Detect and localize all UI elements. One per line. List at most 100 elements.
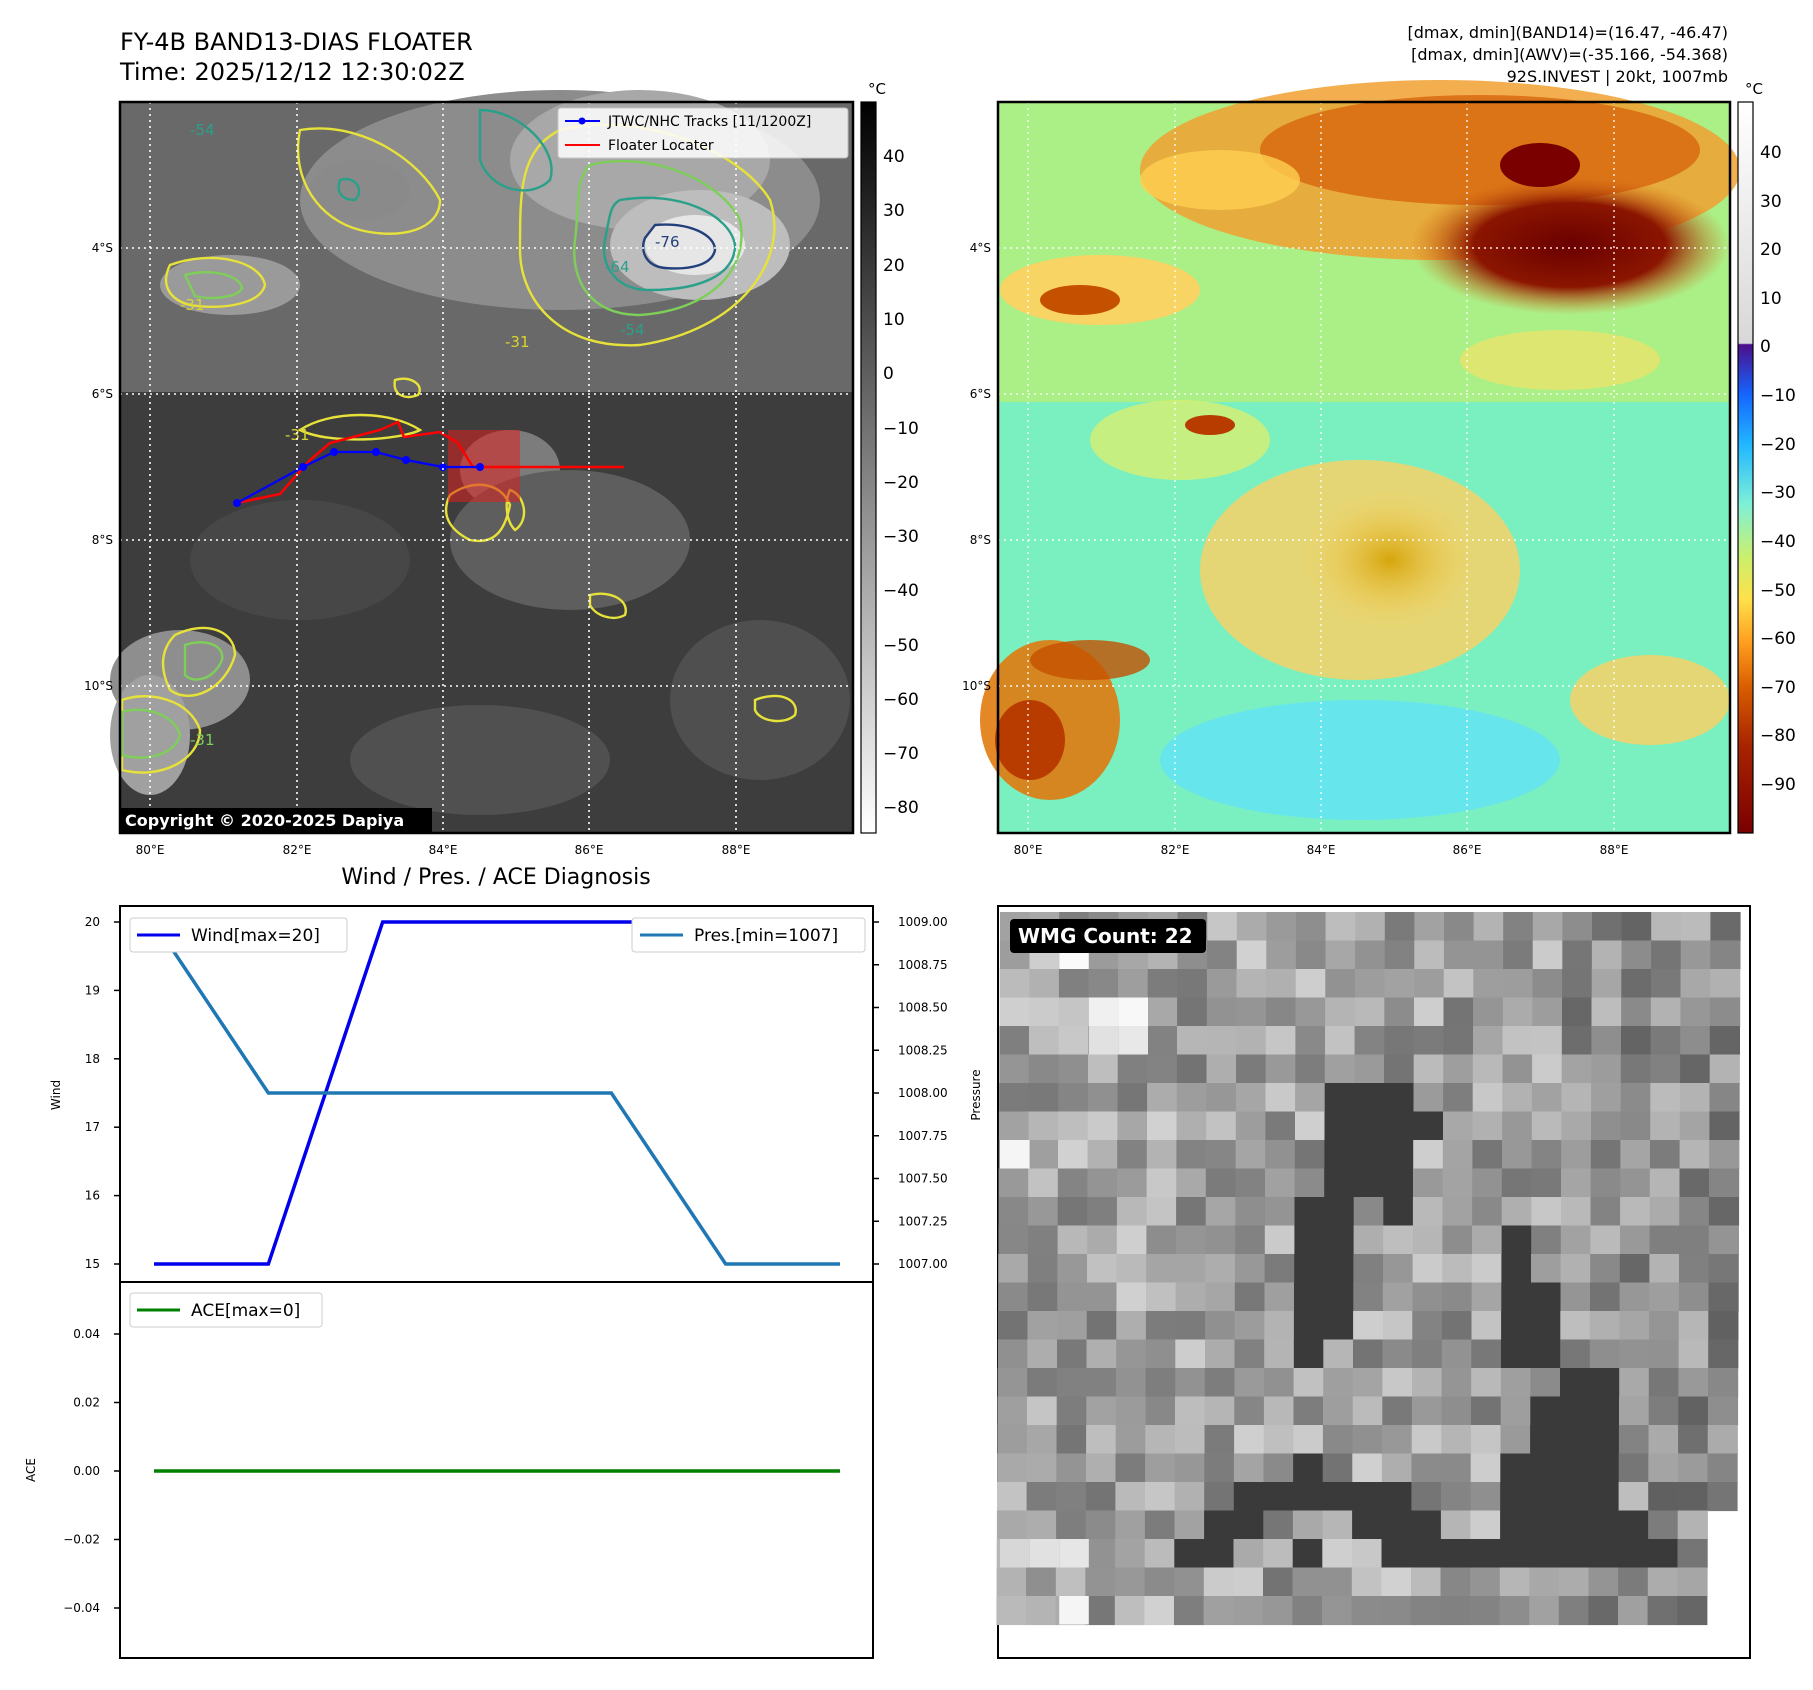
color-colorbar-ticks: 40 30 20 10 0 −10 −20 −30 −40 −50 −60 −7… bbox=[1760, 143, 1796, 795]
wmg-cell bbox=[1233, 1567, 1264, 1597]
wmg-cell bbox=[1325, 940, 1356, 970]
contour-label-76: -76 bbox=[655, 233, 680, 251]
wmg-cell bbox=[1175, 1396, 1206, 1426]
wmg-cell bbox=[1649, 1339, 1680, 1369]
wmg-cell bbox=[1292, 1567, 1323, 1597]
diagnosis-title: Wind / Pres. / ACE Diagnosis bbox=[341, 865, 650, 890]
wmg-cell bbox=[1618, 1453, 1649, 1483]
wmg-cell bbox=[1087, 1111, 1118, 1141]
wmg-cell bbox=[1292, 1539, 1323, 1569]
wmg-cell bbox=[1679, 1197, 1710, 1227]
wmg-cell bbox=[1353, 1225, 1384, 1255]
wmg-cell bbox=[1056, 1396, 1087, 1426]
wmg-cell bbox=[1708, 1368, 1739, 1398]
lat-label-4s: 4°S bbox=[92, 241, 113, 255]
wmg-cell bbox=[1708, 1282, 1739, 1312]
wmg-cell bbox=[1618, 1425, 1650, 1455]
wmg-cell bbox=[1530, 1425, 1561, 1455]
wv-map-axis-labels: 4°S 6°S 8°S 10°S 80°E 82°E 84°E 86°E 88°… bbox=[962, 241, 1628, 857]
color-tick-10: 10 bbox=[1760, 289, 1782, 309]
wmg-cell bbox=[1559, 1425, 1590, 1455]
wmg-cell bbox=[1353, 1282, 1384, 1312]
wmg-cell bbox=[1411, 1510, 1442, 1540]
wmg-cell bbox=[1115, 1396, 1147, 1426]
wmg-cell bbox=[1056, 1368, 1087, 1398]
wmg-cell bbox=[1441, 1311, 1473, 1341]
wmg-cell bbox=[1087, 1225, 1118, 1255]
wv-lat-label-10s: 10°S bbox=[962, 679, 991, 693]
wmg-cell bbox=[1117, 1111, 1148, 1141]
wmg-cell bbox=[1354, 1026, 1385, 1056]
wmg-cell bbox=[1709, 1026, 1740, 1056]
wmg-cell bbox=[1028, 1083, 1059, 1113]
lon-label-86e: 86°E bbox=[575, 843, 604, 857]
wmg-cell bbox=[1562, 940, 1593, 970]
wmg-cell bbox=[1147, 1026, 1178, 1056]
wmg-cell bbox=[1589, 1482, 1620, 1512]
wmg-cell bbox=[1205, 1225, 1236, 1255]
wmg-cell bbox=[1085, 1482, 1116, 1512]
wmg-cell bbox=[998, 1111, 1030, 1141]
wmg-cell bbox=[1410, 1596, 1441, 1626]
wmg-cell bbox=[1442, 1168, 1473, 1198]
wmg-cell bbox=[1264, 1225, 1295, 1255]
wmg-cell bbox=[1531, 1197, 1562, 1227]
pressure-tick-label: 1007.75 bbox=[898, 1129, 948, 1143]
wmg-cell bbox=[1620, 1111, 1651, 1141]
wmg-cell bbox=[1057, 1168, 1088, 1198]
contour-label-54-a: -54 bbox=[620, 321, 645, 339]
wmg-cell bbox=[1293, 1368, 1324, 1398]
wmg-cell bbox=[1206, 997, 1237, 1027]
wmg-cell bbox=[997, 1425, 1028, 1455]
wmg-cell bbox=[1677, 1567, 1708, 1597]
wmg-cell bbox=[1649, 1197, 1680, 1227]
color-tick-m80: −80 bbox=[1760, 726, 1796, 746]
wmg-cell bbox=[1590, 1225, 1621, 1255]
wmg-cell bbox=[1147, 997, 1178, 1027]
wind-legend: Wind[max=20] bbox=[129, 917, 348, 953]
wmg-cell bbox=[1116, 1197, 1148, 1227]
wmg-cell bbox=[1500, 1368, 1531, 1398]
wmg-cell bbox=[1562, 969, 1593, 999]
wmg-cell bbox=[1470, 1596, 1501, 1626]
wmg-cell bbox=[1174, 1567, 1205, 1597]
wmg-cell bbox=[1176, 1168, 1207, 1198]
wmg-cell bbox=[1618, 1482, 1649, 1512]
wmg-cell bbox=[1323, 1396, 1354, 1426]
wmg-cell bbox=[1263, 1453, 1294, 1483]
color-tick-m50: −50 bbox=[1760, 581, 1796, 601]
wmg-cell bbox=[1443, 997, 1474, 1027]
wmg-cell bbox=[1056, 1510, 1087, 1540]
wmg-cell bbox=[1295, 997, 1326, 1027]
wmg-cell bbox=[1620, 1225, 1651, 1255]
wmg-cell bbox=[1471, 1254, 1502, 1284]
wmg-cell bbox=[1352, 1482, 1383, 1512]
wmg-cell bbox=[1411, 1567, 1442, 1597]
wmg-cell bbox=[1322, 1425, 1354, 1455]
wmg-cell bbox=[1117, 1140, 1148, 1170]
wmg-cell bbox=[1649, 1225, 1680, 1255]
gray-tick-0: 0 bbox=[883, 364, 894, 384]
wmg-cell bbox=[1174, 1425, 1206, 1455]
wmg-cell bbox=[1500, 1425, 1531, 1455]
wmg-cell bbox=[1383, 1225, 1414, 1255]
wmg-cell bbox=[1589, 1368, 1620, 1398]
wmg-cell bbox=[1384, 969, 1415, 999]
wmg-cell bbox=[1292, 1510, 1324, 1540]
wmg-cell bbox=[1710, 912, 1741, 942]
wmg-cell bbox=[1233, 1596, 1264, 1626]
wmg-cell bbox=[1648, 1368, 1679, 1398]
wmg-cell bbox=[1414, 912, 1445, 942]
wmg-cell bbox=[1235, 1225, 1266, 1255]
wmg-cell bbox=[1057, 1197, 1088, 1227]
wmg-cell bbox=[1647, 1539, 1679, 1569]
color-tick-20: 20 bbox=[1760, 240, 1782, 260]
wmg-cell bbox=[1381, 1596, 1412, 1626]
wmg-cell bbox=[1029, 997, 1060, 1027]
wmg-cell bbox=[1501, 1311, 1532, 1341]
wv-field bbox=[980, 80, 1740, 820]
wmg-cell bbox=[1588, 1596, 1619, 1626]
wmg-cell bbox=[1351, 1567, 1382, 1597]
wmg-cell bbox=[1621, 969, 1652, 999]
wmg-cell bbox=[1207, 940, 1238, 970]
